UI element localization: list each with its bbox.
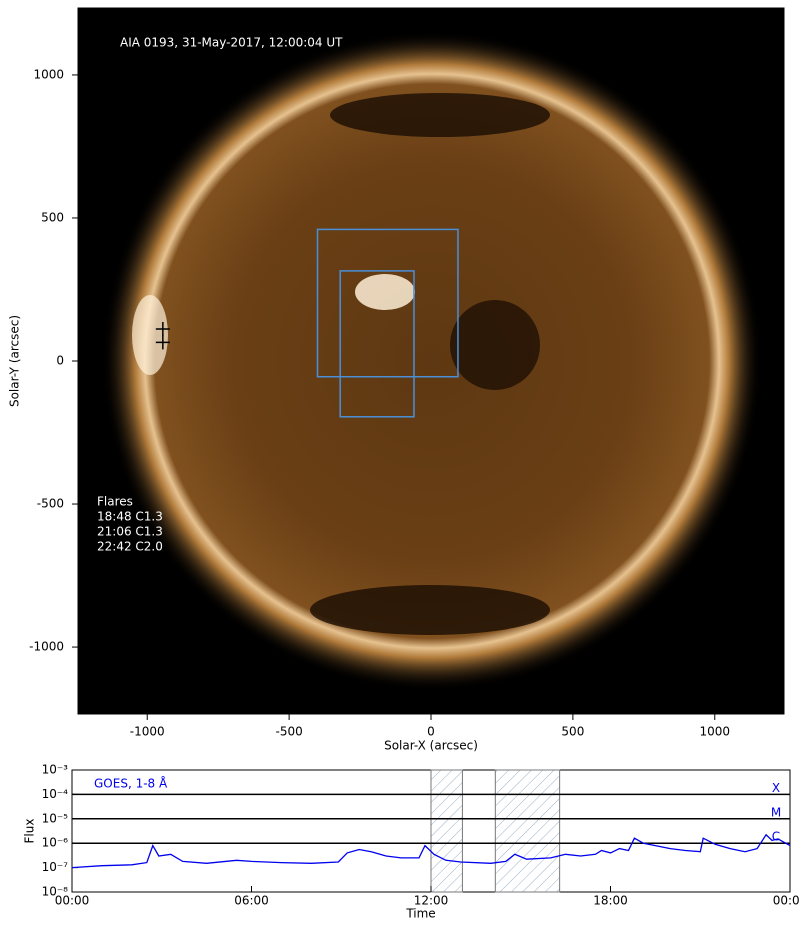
y-tick-label: -500 [37,497,64,511]
flare-interval [494,769,561,893]
flare-interval [430,769,463,893]
x-axis-label: Solar-X (arcsec) [384,739,478,753]
image-title: AIA 0193, 31-May-2017, 12:00:04 UT [120,36,343,50]
region-box [316,228,459,378]
y-tick-label: 500 [41,210,64,224]
x-tick-label: 0 [427,725,435,739]
x-tick-label: -500 [276,725,303,739]
marker-cross [155,335,170,350]
y-axis-label: Solar-Y (arcsec) [8,315,22,407]
region-box [339,270,415,418]
marker-cross [155,321,170,336]
flare-annotation: 22:42 C2.0 [97,540,163,554]
y-tick-label: 10⁻⁷ [42,860,69,874]
x-axis-label: Time [405,907,435,921]
y-tick-label: 10⁻⁸ [42,885,69,899]
y-axis-label: Flux [23,819,37,844]
flare-annotation: 18:48 C1.3 [97,510,163,524]
x-tick-label: 500 [561,725,584,739]
flare-annotation: 21:06 C1.3 [97,525,163,539]
x-tick-label: 00:00 [55,894,90,908]
y-tick-label: 10⁻⁶ [42,836,69,850]
x-tick-label: 1000 [699,725,730,739]
plot-title: GOES, 1-8 Å [94,776,168,791]
x-tick-label: 12:00 [414,894,449,908]
class-label: X [772,781,780,795]
y-tick-label: 10⁻³ [42,763,69,777]
x-tick-label: 18:00 [593,894,628,908]
class-label: C [772,830,780,844]
class-label: M [771,805,781,819]
x-tick-label: 00:00 [773,894,799,908]
y-tick-label: 10⁻⁴ [42,787,69,801]
y-tick-label: 10⁻⁵ [42,811,69,825]
flux-line [71,833,791,869]
flare-annotation: Flares [97,495,133,509]
y-tick-label: 0 [56,354,64,368]
sun-image [102,31,762,691]
y-tick-label: -1000 [29,640,64,654]
x-tick-label: 06:00 [234,894,269,908]
y-tick-label: 1000 [33,67,64,81]
x-tick-label: -1000 [130,725,165,739]
